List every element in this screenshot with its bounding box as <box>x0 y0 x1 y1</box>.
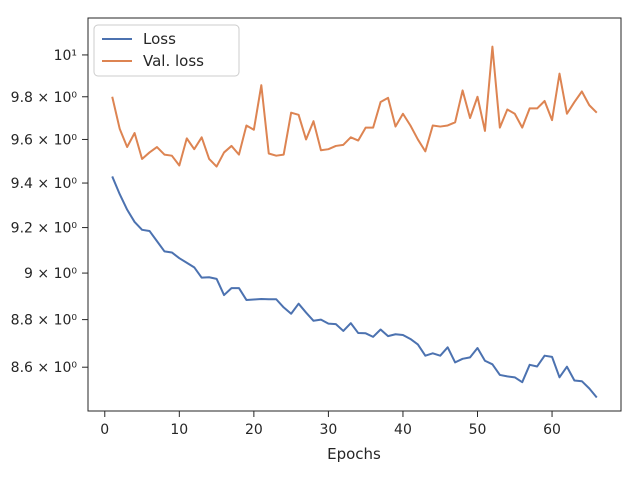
x-tick-label: 10 <box>170 422 188 438</box>
legend-label-val-loss: Val. loss <box>143 52 204 70</box>
y-tick-label: 9.6 × 10⁰ <box>11 132 78 148</box>
y-tick-label: 10¹ <box>54 48 77 64</box>
x-tick-label: 60 <box>543 422 561 438</box>
y-axis: 8.6 × 10⁰ 8.8 × 10⁰ 9 × 10⁰ 9.2 × 10⁰ 9.4 × … <box>11 48 88 376</box>
x-tick-label: 50 <box>469 422 487 438</box>
legend-label-loss: Loss <box>143 30 176 48</box>
legend-box <box>93 24 240 77</box>
series-line-loss <box>111 176 598 399</box>
y-tick-label: 8.6 × 10⁰ <box>11 360 78 376</box>
legend: Loss Val. loss <box>93 24 240 77</box>
x-tick-label: 30 <box>319 422 337 438</box>
x-tick-label: 40 <box>394 422 412 438</box>
y-tick-label: 8.8 × 10⁰ <box>11 313 78 329</box>
y-tick-label: 9.4 × 10⁰ <box>11 176 78 192</box>
x-axis-label: Epochs <box>327 445 381 463</box>
y-tick-label: 9 × 10⁰ <box>24 266 77 282</box>
plot-frame <box>87 17 622 412</box>
series-lines <box>111 45 598 399</box>
x-axis: 0 10 20 30 40 50 60 <box>100 411 561 438</box>
x-tick-label: 20 <box>245 422 263 438</box>
series-line-val-loss <box>111 45 598 168</box>
x-tick-label: 0 <box>100 422 109 438</box>
y-tick-label: 9.8 × 10⁰ <box>11 90 78 106</box>
y-tick-label: 9.2 × 10⁰ <box>11 221 78 237</box>
